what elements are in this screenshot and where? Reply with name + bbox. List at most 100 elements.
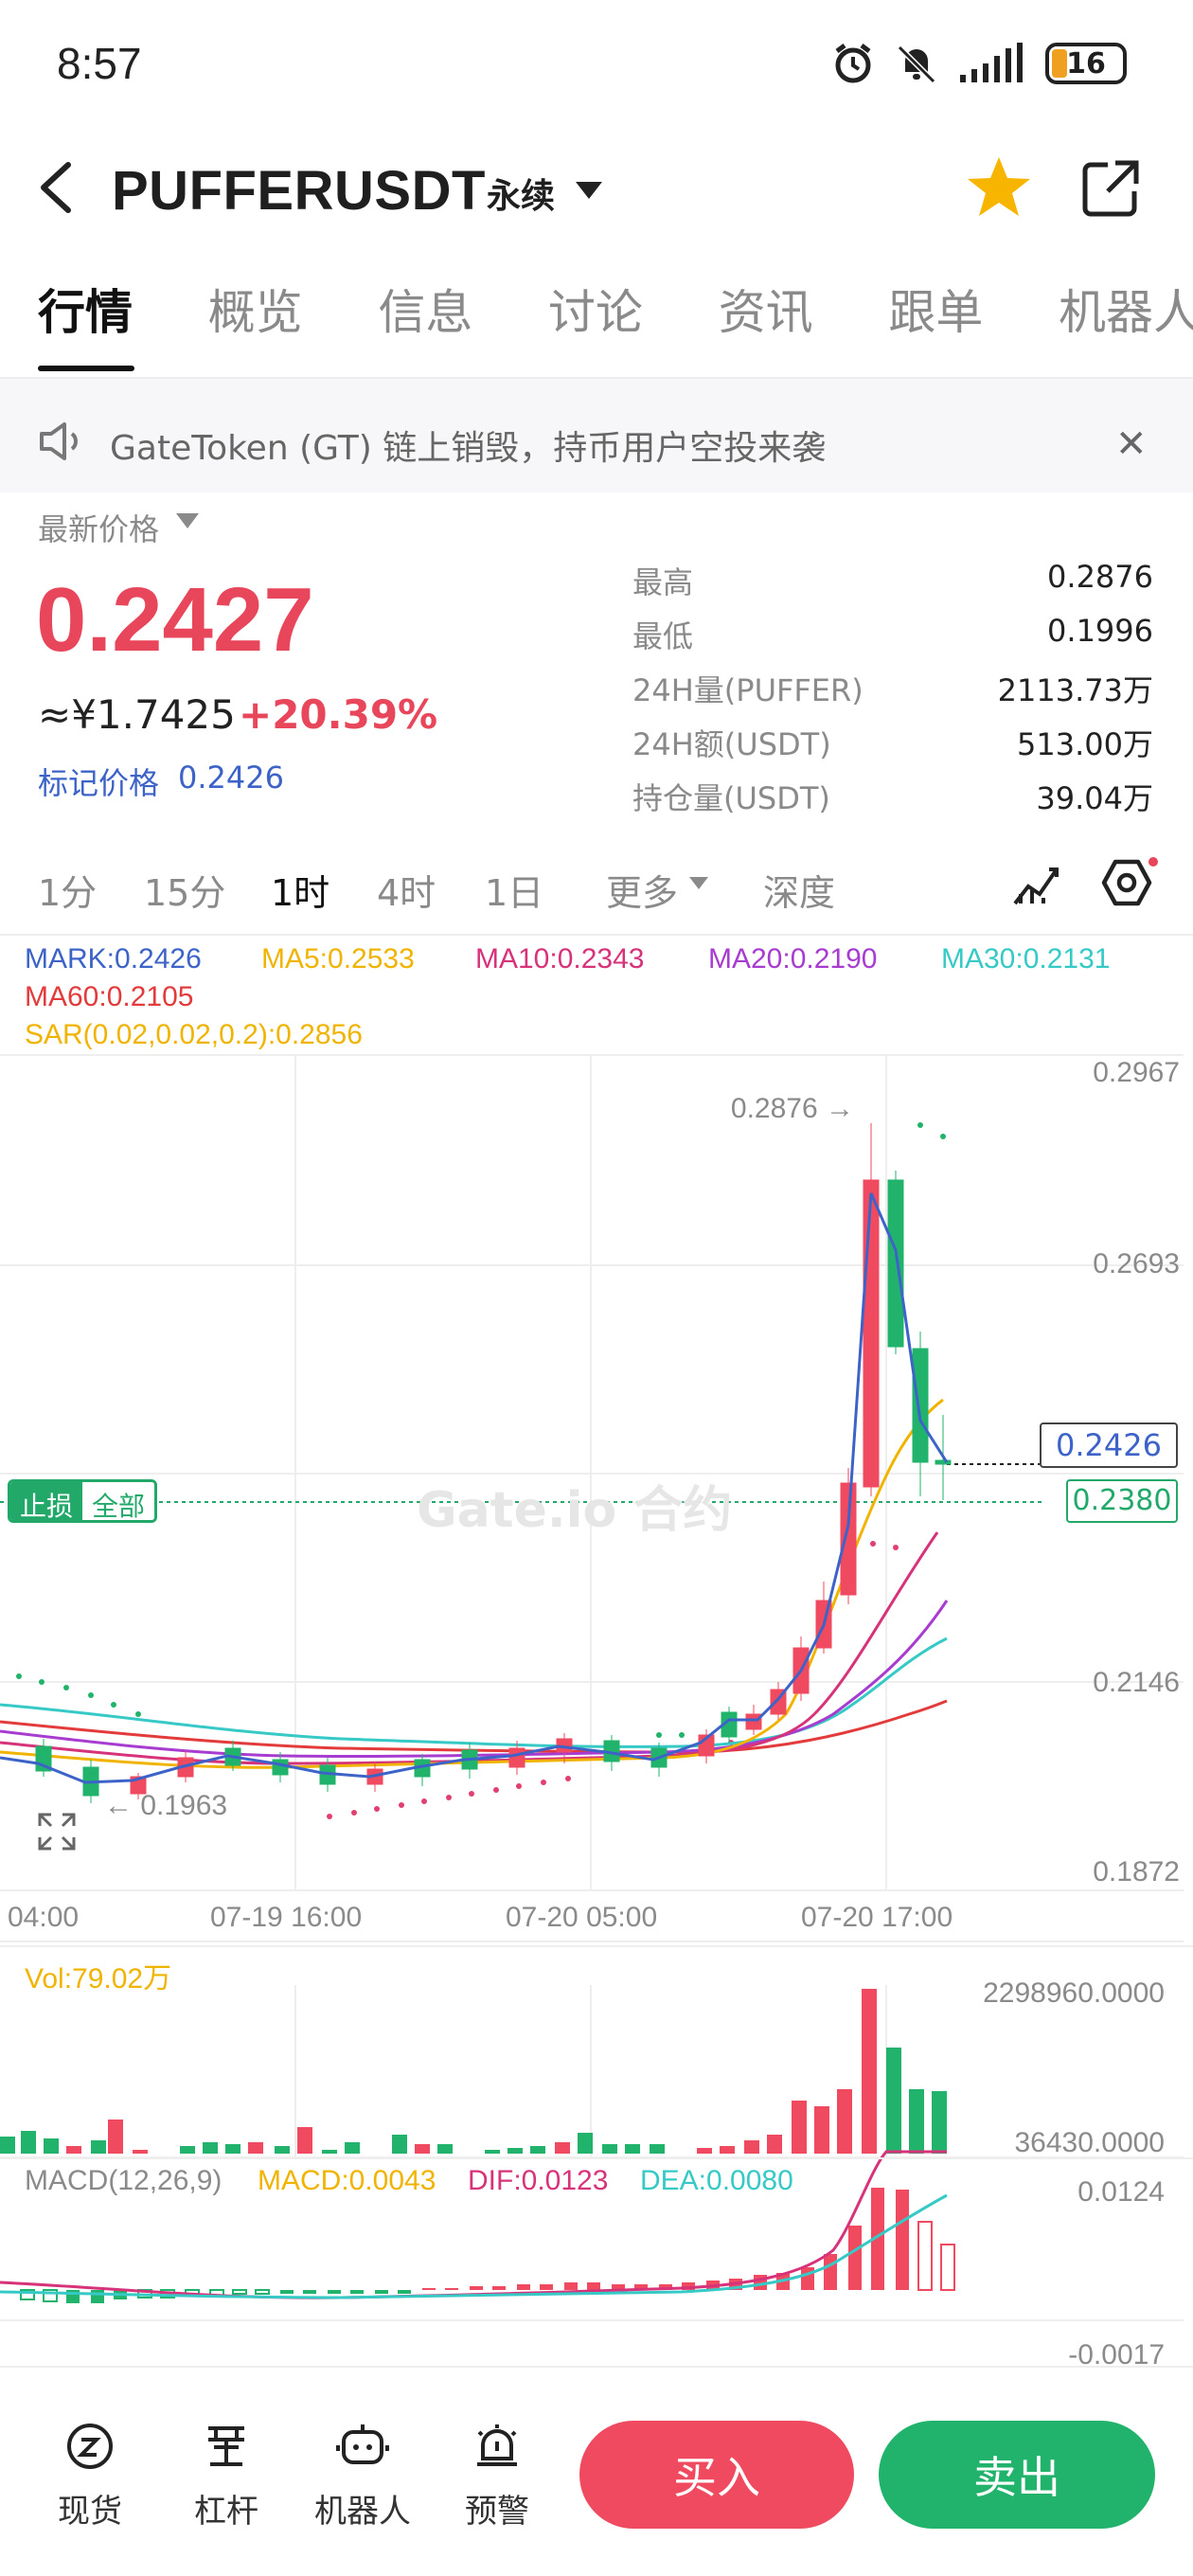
chevron-down-icon[interactable]: [576, 182, 602, 201]
chevron-down-icon[interactable]: [689, 877, 708, 890]
nav-spot[interactable]: 现货: [28, 2421, 151, 2531]
high-marker: 0.2876 →: [731, 1093, 854, 1124]
interval-1m[interactable]: 1分: [38, 872, 98, 914]
speaker-icon: [40, 422, 78, 460]
status-time: 8:57: [57, 39, 142, 88]
macd-bar: [350, 2290, 364, 2294]
volume-bar: [862, 1989, 877, 2154]
dea-value: DEA:0.0080: [640, 2165, 793, 2196]
latest-price-label[interactable]: 最新价格: [38, 511, 160, 547]
volume-bar: [66, 2146, 81, 2154]
signal-icon: [960, 43, 1023, 82]
macd-bar: [634, 2284, 648, 2290]
fullscreen-icon[interactable]: [36, 1811, 78, 1852]
interval-more[interactable]: 更多: [606, 872, 679, 914]
sar-dots-red: [327, 1541, 899, 1819]
macd-bar: [398, 2290, 411, 2294]
tab-market[interactable]: 行情: [38, 285, 133, 340]
ma30-line: [0, 1637, 948, 1748]
nav-label: 预警: [465, 2493, 529, 2531]
legend-mark: MARK:0.2426: [25, 943, 202, 975]
interval-15m[interactable]: 15分: [144, 872, 226, 914]
stat-high-label: 最高: [632, 564, 694, 600]
macd-bar: [517, 2284, 530, 2290]
stop-loss-all: 全部: [82, 1482, 155, 1520]
stop-loss-badge[interactable]: 止损 全部: [8, 1479, 158, 1523]
volume-bar: [792, 2101, 807, 2154]
indicator-chart-icon[interactable]: [1011, 860, 1060, 907]
divider: [0, 1945, 1193, 1947]
macd-bar: [659, 2284, 672, 2290]
y-tick: 0.2967: [1093, 1057, 1180, 1088]
stop-loss-label: 止损: [10, 1482, 83, 1520]
price-change: +20.39%: [239, 691, 438, 738]
y-tick: 0.2693: [1093, 1248, 1180, 1279]
low-marker: ← 0.1963: [104, 1790, 227, 1821]
settings-icon[interactable]: [1100, 856, 1159, 909]
volume-max: 2298960.0000: [983, 1977, 1165, 2009]
last-price-box: 0.2380: [1066, 1479, 1178, 1523]
nav-bot[interactable]: 机器人: [301, 2421, 424, 2531]
macd-bar: [824, 2254, 837, 2290]
volume-bar: [744, 2140, 759, 2154]
y-tick: 0.1872: [1093, 1856, 1180, 1887]
volume-bar: [530, 2146, 545, 2154]
tab-copy-trade[interactable]: 跟单: [888, 285, 984, 340]
stat-high-value: 0.2876: [1047, 559, 1153, 595]
nav-alert[interactable]: 预警: [436, 2421, 559, 2531]
spot-icon: [67, 2424, 113, 2469]
sell-button[interactable]: 卖出: [879, 2421, 1155, 2529]
close-icon[interactable]: ✕: [1115, 422, 1148, 466]
tab-underline: [38, 366, 134, 371]
interval-1h[interactable]: 1时: [271, 872, 330, 914]
volume-bar: [909, 2089, 924, 2154]
alert-icon: [477, 2424, 517, 2466]
volume-bar: [437, 2144, 453, 2154]
back-arrow-icon[interactable]: [34, 159, 80, 216]
favorite-star-icon[interactable]: [966, 155, 1032, 218]
macd-bar: [848, 2226, 862, 2290]
interval-4h[interactable]: 4时: [377, 872, 436, 914]
candlestick-chart[interactable]: 0.2967 0.2693 0.2146 0.1872 04:00 07-19 …: [0, 1051, 1193, 2366]
dea-line: [0, 2193, 948, 2299]
dif-value: DIF:0.0123: [468, 2165, 609, 2196]
macd-min: -0.0017: [1068, 2339, 1165, 2366]
dif-line: [0, 2150, 947, 2299]
tab-info[interactable]: 信息: [378, 285, 473, 340]
volume-bars-static: [0, 1989, 947, 2154]
announcement-text[interactable]: GateToken (GT) 链上销毁，持币用户空投来袭: [110, 429, 827, 468]
macd-bar: [375, 2290, 388, 2294]
mark-price-value: 0.2426: [178, 760, 284, 796]
legend-ma60: MA60:0.2105: [25, 981, 194, 1012]
announcement-bar[interactable]: [0, 379, 1193, 492]
tab-discussion[interactable]: 讨论: [548, 285, 644, 340]
candle: [863, 1123, 880, 1496]
pair-title[interactable]: PUFFERUSDT: [112, 160, 486, 222]
macd-bar: [20, 2289, 35, 2300]
share-icon[interactable]: [1081, 159, 1140, 218]
macd-bar: [303, 2290, 316, 2294]
interval-depth[interactable]: 深度: [763, 872, 836, 914]
buy-button[interactable]: 买入: [579, 2421, 854, 2529]
nav-margin[interactable]: 杠杆: [165, 2421, 288, 2531]
tab-overview[interactable]: 概览: [207, 285, 303, 340]
tab-news[interactable]: 资讯: [718, 285, 813, 340]
interval-1d[interactable]: 1日: [485, 872, 544, 914]
legend-ma10: MA10:0.2343: [475, 943, 645, 975]
volume-bar: [555, 2142, 570, 2154]
candle: [887, 1171, 904, 1354]
macd-bar: [917, 2221, 933, 2291]
top-tabs: 行情 概览 信息 讨论 资讯 跟单 机器人: [0, 275, 1193, 379]
tab-bot[interactable]: 机器人: [1059, 285, 1193, 340]
candle: [414, 1754, 431, 1786]
volume-bar: [578, 2133, 593, 2154]
macd-bar: [255, 2289, 270, 2295]
mark-price-box: 0.2426: [1040, 1422, 1178, 1468]
chevron-down-icon[interactable]: [176, 513, 199, 530]
candle: [35, 1739, 52, 1777]
stat-low-value: 0.1996: [1047, 613, 1153, 649]
contract-type[interactable]: 永续: [487, 177, 556, 216]
mute-bell-icon: [897, 45, 936, 84]
volume-bar: [225, 2144, 240, 2154]
volume-bar: [392, 2135, 407, 2154]
